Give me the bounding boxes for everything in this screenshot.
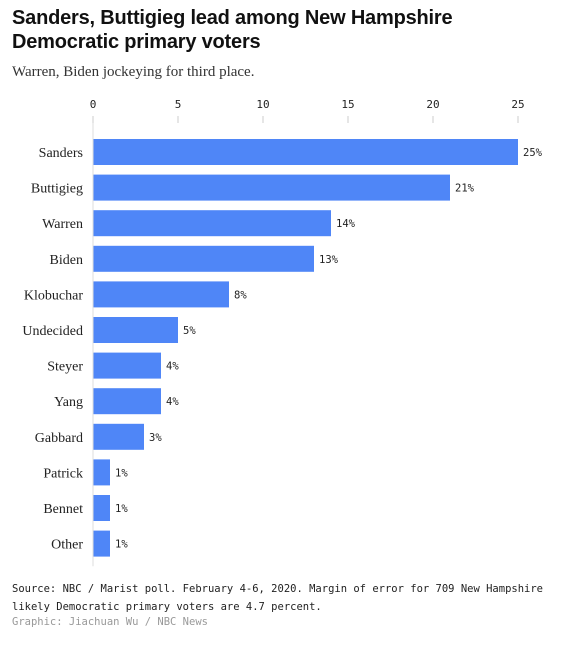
x-tick-label: 25	[511, 98, 524, 111]
bar	[93, 459, 110, 486]
category-label: Other	[51, 538, 83, 553]
data-label: 1%	[115, 539, 128, 551]
category-label: Gabbard	[35, 431, 83, 446]
x-tick-label: 10	[256, 98, 269, 111]
bar	[93, 245, 314, 272]
category-label: Klobuchar	[24, 288, 83, 303]
data-label: 14%	[336, 218, 356, 230]
bar	[93, 423, 144, 450]
category-label: Buttigieg	[31, 182, 83, 197]
data-label: 8%	[234, 289, 247, 301]
category-label: Steyer	[47, 360, 83, 375]
bar	[93, 317, 178, 343]
category-label: Biden	[50, 253, 83, 268]
bar-chart: 0 5 10 15 20 25 Sanders 25% Buttigieg 21% Warren 14…	[22, 98, 543, 567]
graphic-credit: Graphic: Jiachuan Wu / NBC News	[12, 616, 208, 628]
bar	[93, 281, 229, 308]
data-label: 25%	[523, 147, 543, 159]
bar	[93, 530, 110, 557]
x-tick-label: 15	[341, 98, 354, 111]
category-label: Sanders	[39, 146, 83, 161]
bar	[93, 210, 331, 237]
chart-subtitle: Warren, Biden jockeying for third place.	[12, 64, 255, 80]
category-label: Bennet	[43, 502, 83, 517]
data-label: 3%	[149, 432, 162, 444]
bar	[93, 174, 450, 201]
source-note: Source: NBC / Marist poll. February 4-6,…	[12, 583, 544, 613]
data-label: 5%	[183, 325, 196, 337]
x-tick-label: 5	[175, 98, 182, 111]
bar	[93, 139, 518, 165]
data-label: 4%	[166, 396, 179, 408]
chart-title: Sanders, Buttigieg lead among New Hampsh…	[12, 7, 453, 53]
data-label: 4%	[166, 361, 179, 373]
x-tick-label: 20	[426, 98, 439, 111]
bar	[93, 388, 161, 415]
data-label: 13%	[319, 254, 339, 266]
x-tick-label: 0	[90, 98, 97, 111]
category-label: Yang	[54, 395, 83, 410]
bar	[93, 352, 161, 379]
category-label: Warren	[42, 217, 83, 232]
data-label: 21%	[455, 183, 475, 195]
data-label: 1%	[115, 467, 128, 479]
data-label: 1%	[115, 503, 128, 515]
category-label: Patrick	[43, 466, 83, 481]
bar	[93, 495, 110, 521]
category-label: Undecided	[22, 324, 83, 339]
